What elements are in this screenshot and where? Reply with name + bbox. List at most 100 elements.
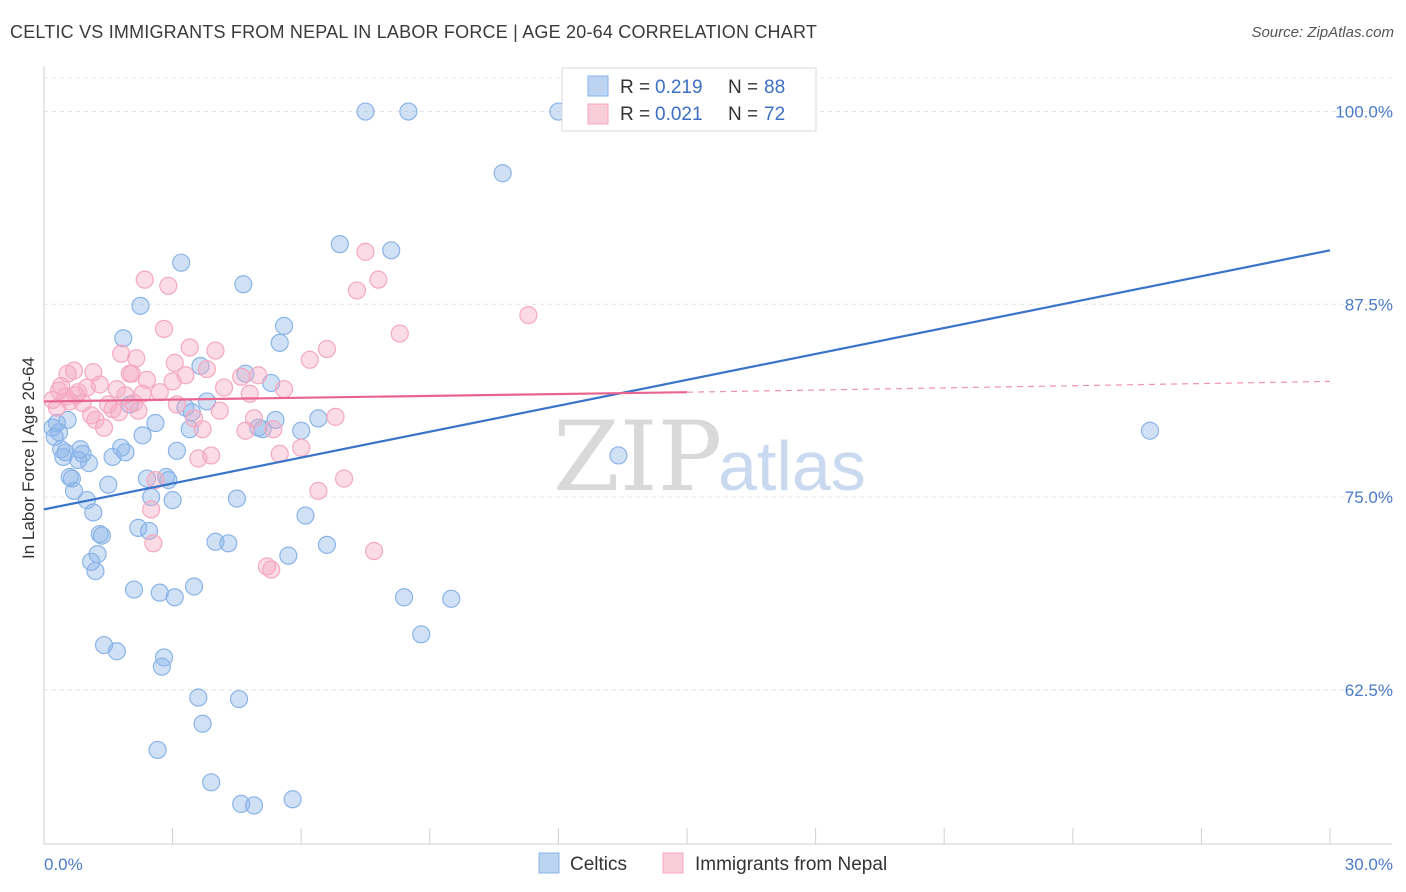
y-axis-label: In Labor Force | Age 20-64 xyxy=(19,357,38,559)
nepal-point-61 xyxy=(300,350,319,369)
bottom-legend-swatch-celtics xyxy=(538,852,560,874)
nepal-point-57 xyxy=(264,420,283,439)
watermark-zip-text: ZIP xyxy=(553,401,722,513)
celtics-point-78 xyxy=(399,102,418,121)
bottom-legend-swatch-nepal xyxy=(662,852,684,874)
bottom-legend-label-celtics: Celtics xyxy=(570,854,627,875)
legend-r-label-0: R = xyxy=(620,77,650,98)
celtics-point-77 xyxy=(394,588,414,607)
nepal-point-21 xyxy=(112,344,131,363)
celtics-point-61 xyxy=(244,796,264,815)
nepal-point-66 xyxy=(347,281,367,300)
nepal-point-67 xyxy=(356,242,375,261)
nepal-point-32 xyxy=(144,534,163,553)
nepal-point-44 xyxy=(193,420,212,439)
celtics-point-57 xyxy=(229,689,249,709)
legend-r-value-0: 0.219 xyxy=(655,77,703,98)
celtics-point-67 xyxy=(274,316,294,335)
celtics-point-29 xyxy=(129,518,148,537)
nepal-points xyxy=(43,242,538,579)
celtics-point-38 xyxy=(154,648,174,667)
celtics-point-74 xyxy=(330,235,349,254)
celtics-point-31 xyxy=(133,426,152,445)
celtics-point-81 xyxy=(493,164,512,183)
celtics-point-55 xyxy=(219,534,238,553)
nepal-point-69 xyxy=(369,270,388,289)
legend-n-label-1: N = xyxy=(728,104,758,125)
celtics-point-73 xyxy=(317,535,337,554)
celtics-point-26 xyxy=(116,443,135,462)
y-tick-label-0: 62.5% xyxy=(1345,681,1393,700)
legend-swatch-celtics xyxy=(587,75,609,97)
celtics-point-12 xyxy=(73,444,92,463)
celtics-point-19 xyxy=(92,526,111,545)
nepal-point-46 xyxy=(202,446,221,465)
celtics-point-53 xyxy=(202,773,221,792)
watermark: ZIP atlas xyxy=(553,401,866,513)
x-tick-label-min: 0.0% xyxy=(44,855,83,874)
celtics-point-9 xyxy=(64,481,84,500)
legend-r-label-1: R = xyxy=(620,104,650,125)
celtics-point-42 xyxy=(165,588,184,607)
nepal-point-26 xyxy=(127,349,146,368)
celtics-point-43 xyxy=(167,441,186,460)
nepal-point-50 xyxy=(232,367,251,386)
celtics-point-76 xyxy=(382,241,401,260)
nepal-point-41 xyxy=(180,338,199,357)
x-ticks xyxy=(43,828,1331,844)
celtics-point-28 xyxy=(124,580,144,599)
y-tick-labels: 62.5% 75.0% 87.5% 100.0% xyxy=(1335,103,1393,700)
nepal-point-27 xyxy=(129,401,148,420)
chart-source: Source: ZipAtlas.com xyxy=(1251,24,1394,41)
celtics-point-41 xyxy=(163,491,182,510)
nepal-point-20 xyxy=(109,403,129,422)
nepal-point-54 xyxy=(249,366,268,385)
celtics-point-72 xyxy=(309,409,328,428)
celtics-point-16 xyxy=(86,561,105,581)
celtics-point-85 xyxy=(84,503,103,522)
nepal-point-52 xyxy=(240,384,259,403)
celtics-point-25 xyxy=(114,329,133,348)
nepal-point-45 xyxy=(197,359,216,379)
nepal-point-40 xyxy=(176,366,195,385)
nepal-point-16 xyxy=(94,418,114,437)
celtics-point-84 xyxy=(1140,421,1160,440)
celtics-point-5 xyxy=(54,447,73,467)
celtics-point-17 xyxy=(88,545,107,564)
nepal-point-49 xyxy=(214,378,234,397)
nepal-point-65 xyxy=(334,469,354,488)
celtics-point-56 xyxy=(227,489,246,508)
celtics-point-35 xyxy=(148,740,167,760)
nepal-point-63 xyxy=(317,339,337,359)
celtics-point-59 xyxy=(234,275,253,294)
celtics-point-80 xyxy=(442,589,461,608)
nepal-point-47 xyxy=(206,341,225,360)
celtics-point-30 xyxy=(131,296,150,315)
nepal-point-64 xyxy=(326,407,345,426)
nepal-point-7 xyxy=(64,361,84,380)
watermark-atlas-text: atlas xyxy=(718,427,866,505)
nepal-point-71 xyxy=(519,305,538,325)
nepal-point-29 xyxy=(135,270,154,289)
celtics-point-79 xyxy=(412,625,431,644)
celtics-point-69 xyxy=(283,790,302,809)
series-legend: Celtics Immigrants from Nepal xyxy=(538,852,887,875)
nepal-point-38 xyxy=(165,353,184,372)
legend-n-value-0: 88 xyxy=(764,77,785,98)
celtics-point-23 xyxy=(107,642,126,661)
celtics-point-11 xyxy=(71,440,90,459)
nepal-point-68 xyxy=(364,541,384,561)
nepal-point-31 xyxy=(142,500,161,519)
y-tick-label-3: 100.0% xyxy=(1335,103,1393,122)
celtics-point-36 xyxy=(150,583,169,602)
bottom-legend-label-nepal: Immigrants from Nepal xyxy=(695,854,887,875)
legend-n-value-1: 72 xyxy=(764,104,785,125)
nepal-point-70 xyxy=(390,324,409,343)
nepal-point-53 xyxy=(244,409,264,428)
celtics-point-14 xyxy=(79,454,99,473)
nepal-trend-line xyxy=(43,391,688,403)
celtics-trend-line xyxy=(43,249,1331,511)
legend-r-value-1: 0.021 xyxy=(655,104,703,125)
nepal-point-30 xyxy=(137,370,156,389)
